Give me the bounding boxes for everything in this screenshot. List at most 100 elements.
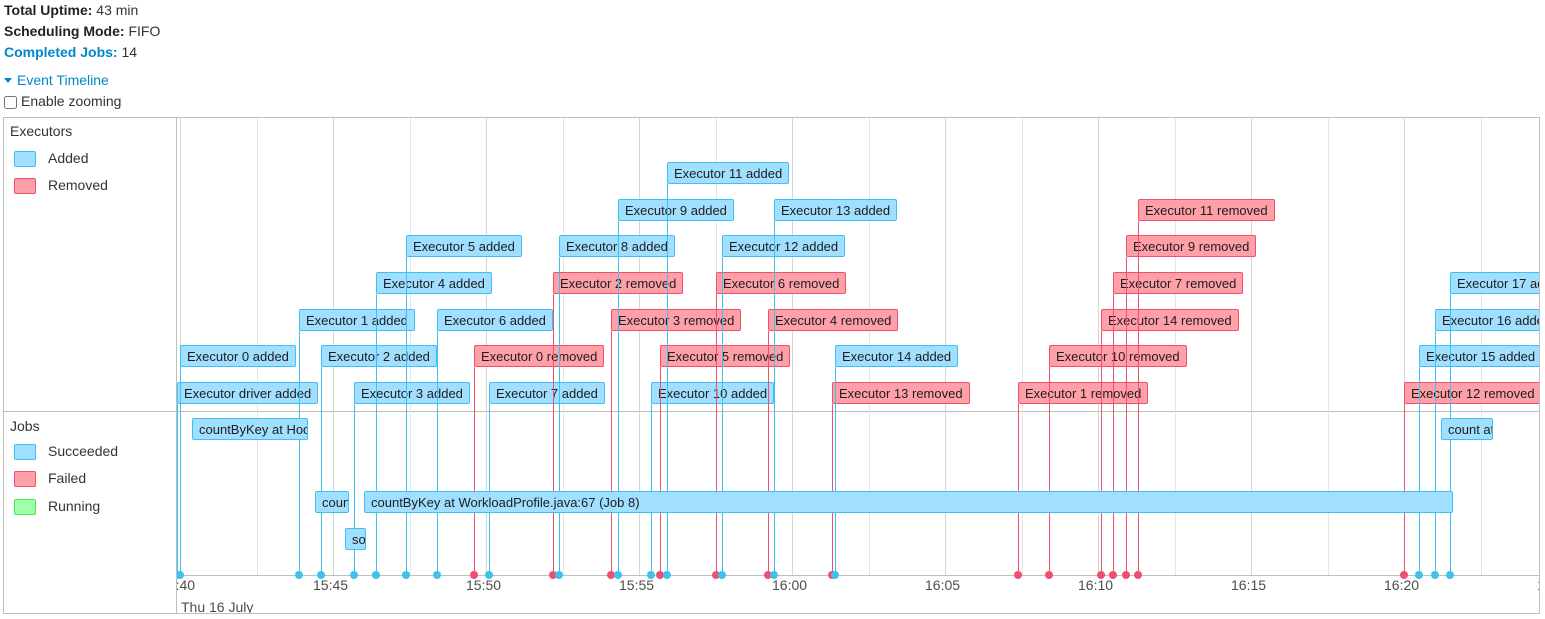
executor-event-dot[interactable] [372,571,380,579]
executor-event-dot[interactable] [764,571,772,579]
executor-event-stem [1435,331,1436,575]
executor-event[interactable]: Executor 5 added [406,235,522,257]
caret-down-icon [4,77,12,83]
executor-event-stem [611,331,612,575]
executor-event[interactable]: Executor 10 removed [1049,345,1187,367]
executor-event[interactable]: Executor 6 removed [716,272,847,294]
executor-event[interactable]: Executor 14 removed [1101,309,1239,331]
event-timeline[interactable]: Executors Added Removed Jobs Succeeded F… [3,117,1540,614]
executor-event[interactable]: Executor driver added [177,382,319,404]
executor-event-stem [1138,221,1139,576]
axis-date-label: Thu 16 July [181,599,254,613]
job-bar[interactable]: so [345,528,366,550]
executor-event-dot[interactable] [549,571,557,579]
executor-event-dot[interactable] [1122,571,1130,579]
executor-event-dot[interactable] [1431,571,1439,579]
executor-event-stem [768,331,769,575]
executor-event-stem [177,404,178,575]
gridline-minor [1328,118,1329,575]
job-bar[interactable]: countByKey at Hoo [192,418,308,440]
executor-event[interactable]: Executor 16 added [1435,309,1539,331]
legend-removed-swatch [14,178,36,194]
executor-event-stem [835,367,836,575]
executor-event[interactable]: Executor 0 added [180,345,296,367]
executor-event[interactable]: Executor 7 added [489,382,605,404]
executor-event-dot[interactable] [663,571,671,579]
executor-event-stem [1101,331,1102,575]
executor-event-dot[interactable] [317,571,325,579]
enable-zooming-checkbox[interactable] [4,95,17,109]
executor-event-dot[interactable] [1014,571,1022,579]
axis-tick-label: 16:15 [1231,577,1267,593]
executor-event[interactable]: Executor 12 removed [1404,382,1539,404]
executor-event[interactable]: Executor 13 added [774,199,898,221]
axis-tick-label: 16:00 [772,577,808,593]
executor-event[interactable]: Executor 17 added [1450,272,1539,294]
axis-tick-label: 16:10 [1078,577,1114,593]
executor-event-dot[interactable] [1400,571,1408,579]
executor-event-dot[interactable] [470,571,478,579]
executor-event-dot[interactable] [1109,571,1117,579]
completed-jobs-row: Completed Jobs: 14 [4,42,160,63]
executor-event-dot[interactable] [656,571,664,579]
executor-event-dot[interactable] [718,571,726,579]
executor-event-dot[interactable] [1415,571,1423,579]
executor-event-dot[interactable] [712,571,720,579]
executor-event-dot[interactable] [647,571,655,579]
executor-event[interactable]: Executor 4 removed [768,309,899,331]
executor-event-dot[interactable] [607,571,615,579]
executor-event-stem [722,257,723,575]
executor-event[interactable]: Executor 0 removed [474,345,605,367]
executor-event-stem [1419,367,1420,575]
event-timeline-toggle[interactable]: Event Timeline [4,70,109,90]
app-summary: Total Uptime: 43 min Scheduling Mode: FI… [4,0,160,63]
executor-event-dot[interactable] [402,571,410,579]
executor-event-dot[interactable] [177,571,184,579]
executor-event[interactable]: Executor 3 removed [611,309,742,331]
executor-event-dot[interactable] [1045,571,1053,579]
job-bar[interactable]: count at [1441,418,1493,440]
executor-event[interactable]: Executor 7 removed [1113,272,1244,294]
executor-event[interactable]: Executor 11 added [667,162,790,184]
executor-event-dot[interactable] [485,571,493,579]
executor-event[interactable]: Executor 12 added [722,235,846,257]
timeline-plot[interactable]: Thu 16 July 15:40 15:45 15:50 15:55 16:00 16:… [177,118,1539,613]
executor-event-dot[interactable] [1134,571,1142,579]
completed-jobs-value: 14 [121,44,138,60]
executor-event[interactable]: Executor 3 added [354,382,470,404]
executor-event[interactable]: Executor 5 removed [660,345,791,367]
executor-event-dot[interactable] [770,571,778,579]
executor-event[interactable]: Executor 1 removed [1018,382,1149,404]
executor-event-dot[interactable] [614,571,622,579]
executor-event-dot[interactable] [295,571,303,579]
executor-event-dot[interactable] [1097,571,1105,579]
executor-event[interactable]: Executor 15 added [1419,345,1539,367]
executor-event[interactable]: Executor 8 added [559,235,675,257]
job-bar[interactable]: coun [315,491,349,513]
executor-event[interactable]: Executor 14 added [835,345,959,367]
executor-event[interactable]: Executor 10 added [651,382,775,404]
executor-event[interactable]: Executor 9 added [618,199,734,221]
executor-event[interactable]: Executor 11 removed [1138,199,1275,221]
executor-event-dot[interactable] [433,571,441,579]
executor-event-stem [1113,294,1114,575]
executor-event-dot[interactable] [350,571,358,579]
executor-event[interactable]: Executor 1 added [299,309,415,331]
executor-event[interactable]: Executor 6 added [437,309,553,331]
executor-event[interactable]: Executor 13 removed [832,382,970,404]
executor-event-stem [716,294,717,575]
axis-tick-label: 16:20 [1384,577,1420,593]
executor-event-dot[interactable] [831,571,839,579]
job-bar[interactable]: countByKey at WorkloadProfile.java:67 (J… [364,491,1453,513]
completed-jobs-link[interactable]: Completed Jobs: [4,44,118,60]
executor-event-stem [180,367,181,575]
executor-event[interactable]: Executor 9 removed [1126,235,1257,257]
legend-failed-swatch [14,471,36,487]
uptime-row: Total Uptime: 43 min [4,0,160,21]
event-timeline-label: Event Timeline [17,72,109,88]
executor-event[interactable]: Executor 2 added [321,345,437,367]
executor-event-dot[interactable] [555,571,563,579]
executor-event-dot[interactable] [1446,571,1454,579]
executor-event[interactable]: Executor 4 added [376,272,492,294]
executor-event-stem [376,294,377,575]
